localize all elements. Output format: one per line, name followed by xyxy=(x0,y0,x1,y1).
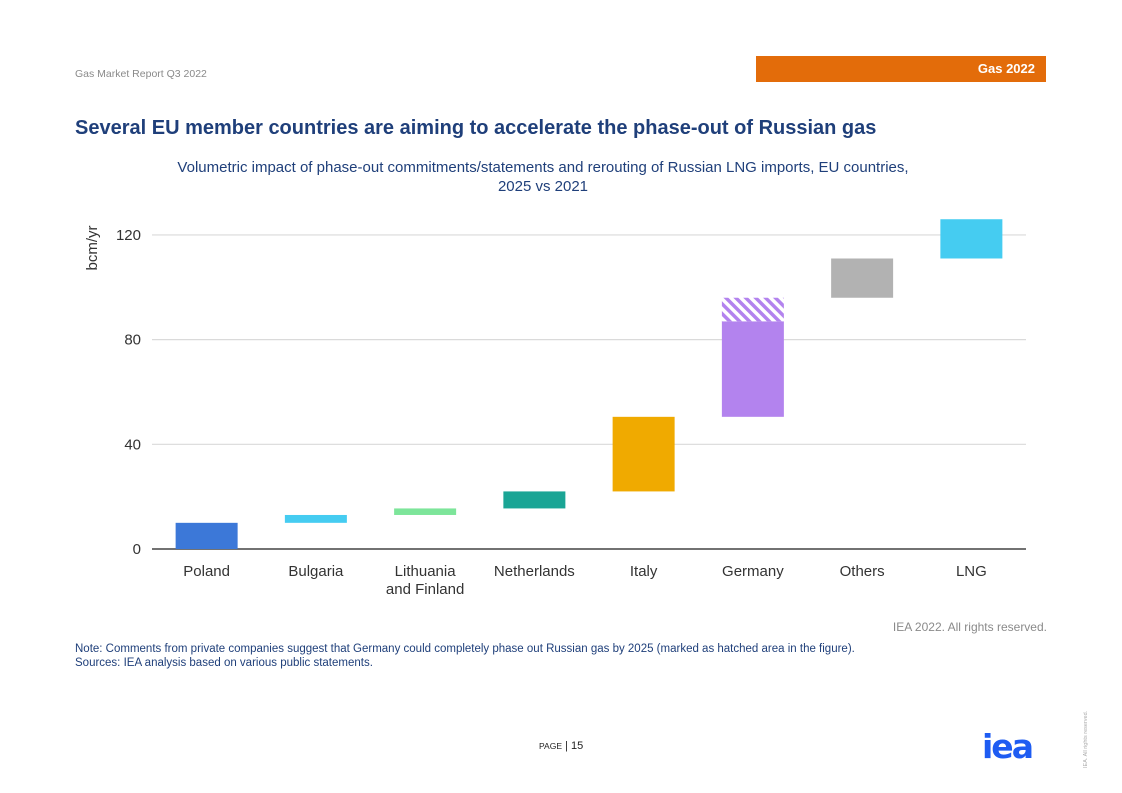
page-title: Several EU member countries are aiming t… xyxy=(75,117,877,139)
x-tick-label-line: and Finland xyxy=(386,581,464,598)
report-name: Gas Market Report Q3 2022 xyxy=(75,68,207,80)
notes-block: Note: Comments from private companies su… xyxy=(75,642,855,670)
bar-4 xyxy=(612,416,675,492)
bar-6 xyxy=(831,258,894,298)
copyright-credit: IEA 2022. All rights reserved. xyxy=(892,620,1047,634)
y-tick-label-120: 120 xyxy=(116,227,141,244)
bar-7 xyxy=(940,219,1003,259)
bar-0 xyxy=(175,522,238,549)
x-tick-label-4: Italy xyxy=(630,563,658,580)
x-tick-label-3: Netherlands xyxy=(494,563,575,580)
page-number-value: 15 xyxy=(570,740,584,752)
x-tick-label-line: Italy xyxy=(630,563,658,580)
chart-title-line-1: Volumetric impact of phase-out commitmen… xyxy=(177,159,909,176)
chart-title-line-2: 2025 vs 2021 xyxy=(497,178,589,195)
side-rights-text: IEA. All rights reserved. xyxy=(1083,710,1089,768)
bar-1 xyxy=(284,514,347,523)
page-label: Page xyxy=(539,741,562,751)
x-tick-label-line: LNG xyxy=(956,563,987,580)
x-tick-label-line: Germany xyxy=(722,563,784,580)
x-tick-label-1: Bulgaria xyxy=(288,563,344,580)
x-tick-label-line: Bulgaria xyxy=(288,563,344,580)
note-text: Note: Comments from private companies su… xyxy=(75,643,855,655)
sources-text: Sources: IEA analysis based on various p… xyxy=(75,657,373,669)
section-badge: Gas 2022 xyxy=(756,56,1046,82)
y-tick-label-40: 40 xyxy=(124,436,141,453)
iea-logo-text: iea xyxy=(982,731,1032,761)
y-axis-label: bcm/yr xyxy=(84,226,101,271)
x-tick-label-line: Lithuania xyxy=(395,563,457,580)
bar-5 xyxy=(721,321,784,417)
x-tick-label-line: Others xyxy=(840,563,885,580)
x-tick-label-line: Netherlands xyxy=(494,563,575,580)
bar-3 xyxy=(503,491,566,509)
y-tick-label-80: 80 xyxy=(124,332,141,349)
x-tick-label-2: Lithuania and Finland xyxy=(386,563,464,598)
page-separator: | xyxy=(562,740,571,752)
page-number: Page | 15 xyxy=(539,740,583,752)
y-tick-label-0: 0 xyxy=(133,541,141,558)
chart-title: Volumetric impact of phase-out commitmen… xyxy=(140,158,946,196)
x-tick-label-5: Germany xyxy=(722,563,784,580)
x-tick-label-0: Poland xyxy=(183,563,230,580)
bar-hatched-5 xyxy=(721,297,784,322)
x-tick-label-6: Others xyxy=(840,563,885,580)
iea-logo: iea xyxy=(982,731,1034,761)
bar-2 xyxy=(394,508,457,515)
x-tick-label-line: Poland xyxy=(183,563,230,580)
x-tick-label-7: LNG xyxy=(956,563,987,580)
